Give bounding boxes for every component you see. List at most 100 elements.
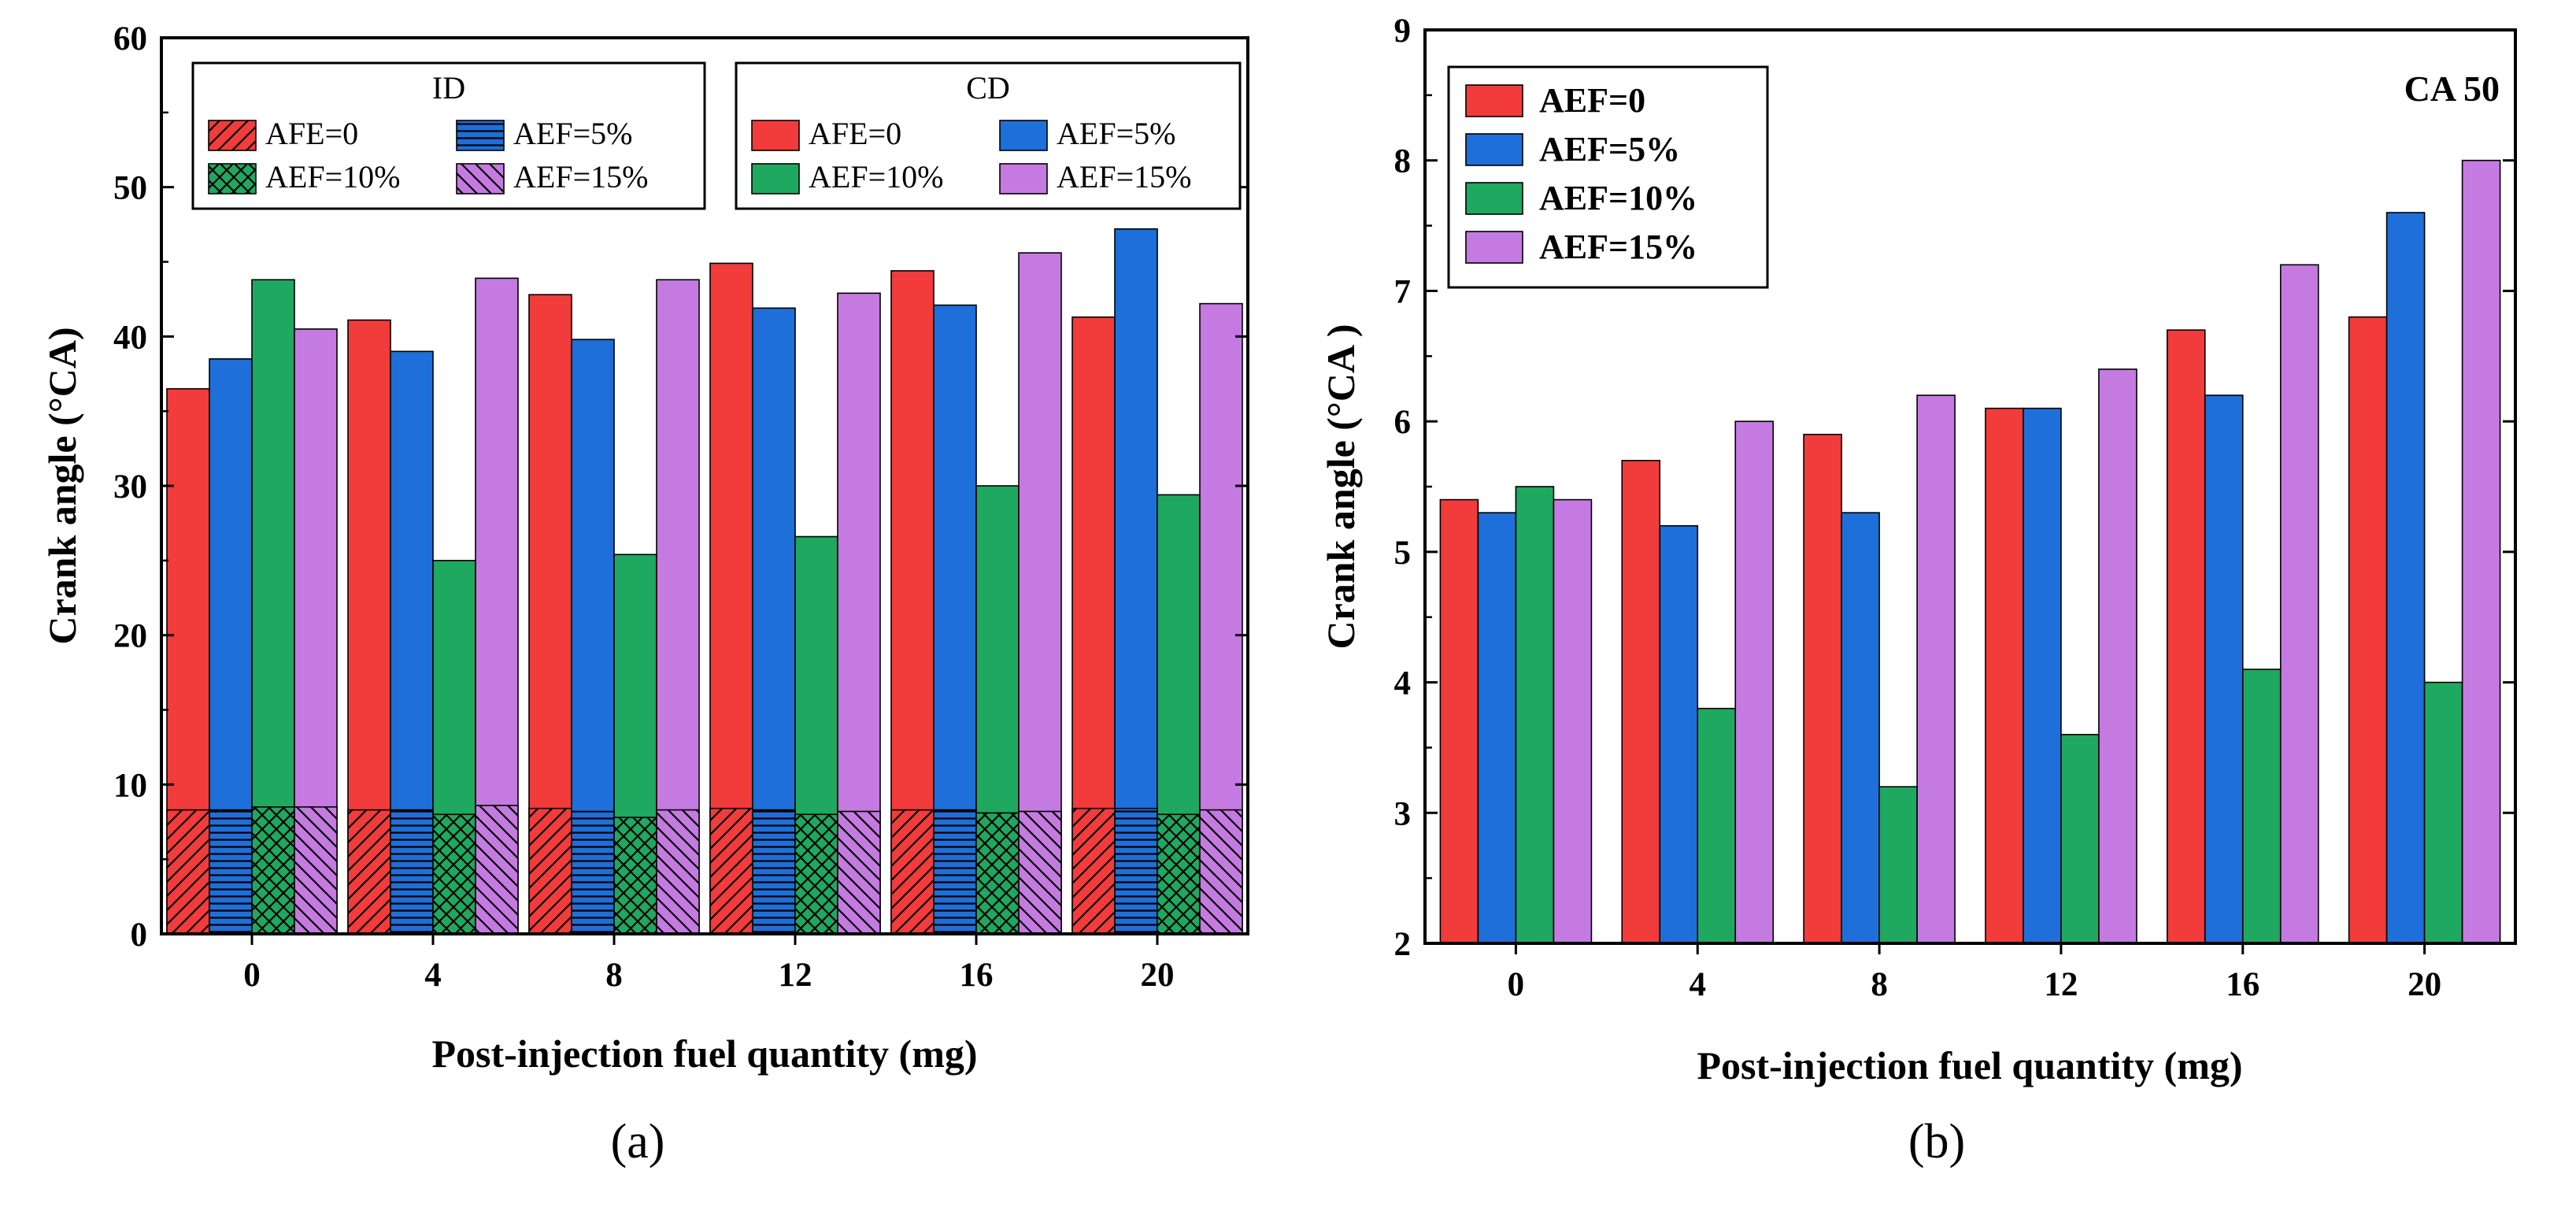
panel-a-bar-id-aef-15--12	[837, 810, 881, 935]
panel-b-y-tick-label: 4	[1394, 665, 1412, 702]
legend-b: AEF=0 AEF=5% AEF=10% AEF=15%	[1447, 65, 1769, 289]
panel-a-bar-id-aef-10--20	[1157, 813, 1201, 935]
legend-id: ID AFE=0 AEF=5% AEF=10% AEF=15%	[191, 61, 706, 210]
legend-cd-label: AEF=5%	[1057, 116, 1175, 151]
panel-a-y-tick-label: 0	[131, 917, 148, 954]
panel-b-bar-aef-15--4	[1734, 420, 1775, 944]
legend-cd-swatch	[751, 120, 800, 151]
panel-a-bar-id-aef-5--20	[1114, 807, 1158, 935]
legend-b-swatch	[1465, 231, 1523, 264]
panel-a-bar-id-aef-15--20	[1199, 809, 1243, 935]
panel-b-x-axis-title: Post-injection fuel quantity (mg)	[1697, 1043, 2243, 1087]
panel-b-bar-aef-0-12	[1985, 407, 2024, 944]
panel-b-bar-aef-5--0	[1477, 512, 1517, 944]
panel-a-y-tick-label: 50	[113, 170, 147, 207]
panel-b-x-tick-label: 0	[1508, 966, 1525, 1003]
panel-a-x-tick-label: 16	[960, 957, 994, 994]
legend-id-swatch	[456, 120, 505, 151]
panel-b-bar-aef-5--20	[2385, 212, 2426, 944]
panel-a-bar-id-afe-0-0	[166, 809, 210, 935]
panel-a-y-tick-label: 40	[113, 319, 147, 356]
panel-a-bar-id-aef-10--16	[975, 812, 1020, 935]
legend-cd-label: AFE=0	[809, 116, 901, 151]
panel-a-y-tick-label: 10	[113, 767, 147, 804]
panel-a: 0 10 20 30 40 50 60 0 4 8 12 16 20 ID AFE=0 AEF=5% AE…	[40, 20, 1249, 1169]
legend-b-label: AEF=0	[1539, 81, 1645, 120]
panel-a-bar-id-afe-0-16	[890, 809, 935, 935]
legend-b-label: AEF=10%	[1539, 179, 1697, 217]
panel-b-bar-aef-0-8	[1803, 433, 1842, 944]
panel-a-bar-id-aef-5--16	[933, 809, 977, 935]
panel-a-x-tick-label: 12	[779, 957, 812, 994]
panel-b-bar-aef-0-0	[1439, 498, 1479, 944]
panel-b-y-tick-label: 2	[1394, 926, 1412, 963]
panel-b-bar-aef-10--16	[2241, 669, 2282, 944]
legend-cd-title: CD	[966, 70, 1010, 106]
legend-cd-label: AEF=15%	[1057, 159, 1191, 194]
panel-a-bar-id-aef-10--4	[432, 813, 476, 935]
panel-b-y-tick-label: 5	[1394, 535, 1412, 572]
legend-cd-swatch	[999, 120, 1048, 151]
legend-b-swatch	[1465, 84, 1523, 117]
panel-b-bar-aef-10--0	[1515, 486, 1555, 944]
panel-a-bars	[166, 228, 1243, 935]
panel-a-y-tick-label: 60	[113, 20, 147, 57]
legend-id-label: AEF=10%	[265, 159, 400, 194]
panel-a-bar-id-aef-15--0	[294, 806, 338, 935]
panel-a-bar-id-afe-0-20	[1071, 807, 1116, 935]
legend-b-swatch	[1465, 182, 1523, 215]
panel-b-y-axis-title: Crank angle (°CA )	[1319, 324, 1363, 649]
panel-a-bar-id-aef-10--0	[251, 806, 295, 935]
panel-b-bar-aef-0-20	[2348, 316, 2388, 944]
panel-a-bar-id-aef-10--8	[613, 817, 657, 935]
panel-b-bar-aef-15--20	[2461, 159, 2501, 944]
panel-b-bar-aef-5--4	[1659, 524, 1699, 944]
panel-b-x-tick-label: 4	[1690, 966, 1707, 1003]
legend-id-label: AEF=5%	[513, 116, 632, 151]
panel-b-y-tick-label: 8	[1394, 143, 1412, 180]
panel-b-bar-aef-5--12	[2023, 407, 2062, 944]
panel-b-bar-aef-10--20	[2423, 681, 2463, 944]
panel-a-y-tick-label: 20	[113, 618, 147, 655]
panel-b-x-tick-label: 16	[2226, 966, 2260, 1003]
panel-b-bar-aef-0-4	[1621, 460, 1661, 944]
legend-id-box	[191, 61, 706, 210]
panel-a-x-tick-label: 20	[1141, 957, 1175, 994]
panel-b-bar-aef-15--8	[1916, 395, 1956, 944]
panel-a-bar-id-aef-5--4	[390, 809, 434, 935]
legend-cd-label: AEF=10%	[809, 159, 943, 194]
panel-a-bar-id-aef-5--0	[209, 809, 253, 935]
panel-a-label: (a)	[611, 1115, 665, 1169]
panel-a-y-axis-title: Crank angle (°CA)	[40, 327, 84, 644]
panel-b-x-tick-label: 8	[1871, 966, 1888, 1003]
panel-a-bar-id-aef-15--16	[1018, 810, 1062, 935]
panel-b-bar-aef-5--8	[1841, 512, 1880, 944]
legend-id-label: AEF=15%	[513, 159, 648, 194]
panel-b-y-tick-label: 3	[1394, 795, 1412, 832]
panel-a-y-tick-label: 30	[113, 469, 147, 506]
legend-id-label: AFE=0	[265, 116, 358, 151]
panel-b-bar-aef-10--12	[2060, 734, 2100, 944]
panel-b-bar-aef-0-16	[2166, 329, 2206, 944]
legend-b-label: AEF=5%	[1539, 130, 1680, 169]
panel-b-bar-aef-15--16	[2279, 264, 2319, 944]
panel-b-bar-aef-15--12	[2098, 369, 2137, 944]
panel-b-annotation: CA 50	[2404, 69, 2500, 109]
panel-b-bars	[1439, 159, 2501, 944]
panel-b-bar-aef-10--4	[1697, 707, 1737, 944]
panel-a-x-tick-label: 8	[605, 957, 623, 994]
panel-b-bar-aef-10--8	[1878, 786, 1918, 944]
panel-b-bar-aef-15--0	[1553, 498, 1593, 944]
legend-b-swatch	[1465, 133, 1523, 166]
panel-a-bar-id-aef-5--8	[571, 810, 615, 935]
panel-b-bar-aef-5--16	[2204, 395, 2244, 944]
panel-a-bar-id-aef-15--8	[656, 809, 700, 935]
panel-b-y-tick-label: 7	[1394, 273, 1412, 310]
panel-a-bar-id-aef-5--12	[752, 809, 796, 935]
panel-a-bar-id-afe-0-4	[347, 809, 391, 935]
legend-cd: CD AFE=0 AEF=5% AEF=10% AEF=15%	[735, 61, 1242, 210]
panel-b-x-tick-label: 20	[2408, 966, 2441, 1003]
panel-b-y-axis: 2 3 4 5 6 7 8 9	[1394, 13, 2515, 963]
